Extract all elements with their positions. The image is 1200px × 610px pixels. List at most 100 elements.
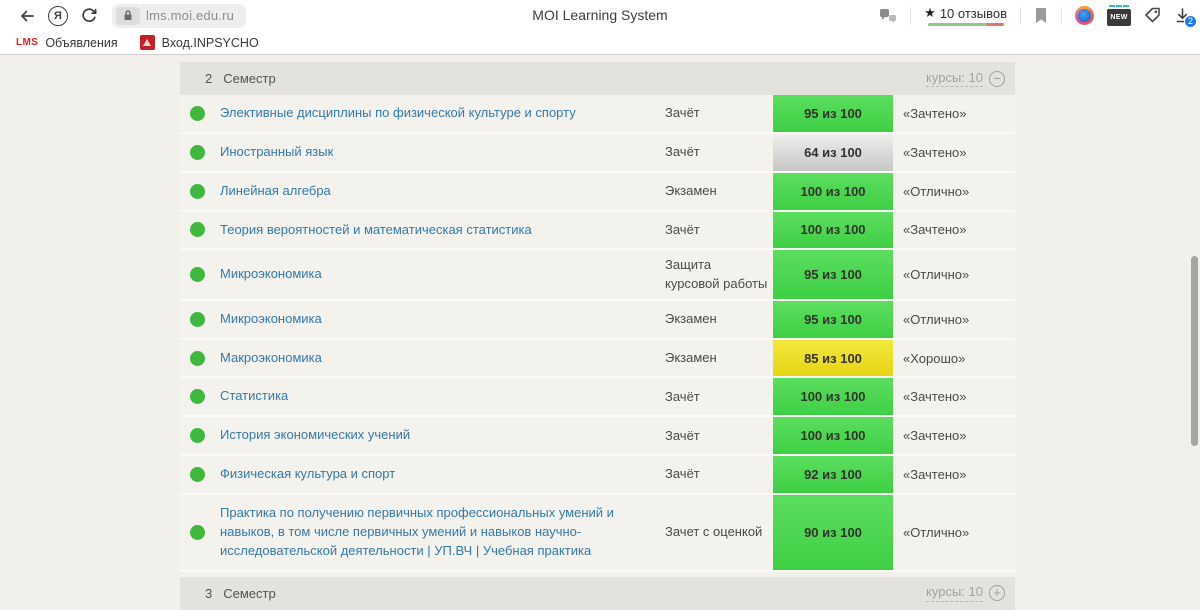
- grades-rows: Элективные дисциплины по физической куль…: [180, 95, 1015, 572]
- back-button[interactable]: [14, 3, 40, 29]
- status-dot-icon: [190, 105, 205, 121]
- status-cell: [180, 95, 220, 132]
- control-type: Зачёт: [665, 144, 700, 160]
- semester-2-courses-link[interactable]: курсы: 10: [926, 70, 983, 88]
- status-dot-icon: [190, 350, 205, 366]
- bookmark-item-inpsycho[interactable]: Вход.INPSYCHO: [134, 34, 265, 51]
- star-icon: ★: [924, 5, 936, 20]
- control-type: Зачёт: [665, 221, 700, 237]
- course-row: История экономических учений Зачёт 100 и…: [180, 417, 1015, 457]
- status-cell: [180, 495, 220, 570]
- grade-text: «Отлично»: [903, 183, 970, 199]
- course-name-cell: Микроэкономика: [220, 250, 665, 298]
- course-row: Статистика Зачёт 100 из 100 «Зачтено»: [180, 378, 1015, 418]
- semester-2-header: 2 Семестр курсы: 10 −: [180, 62, 1015, 95]
- page-content: 2 Семестр курсы: 10 − Элективные дисципл…: [0, 56, 1200, 610]
- grade-text: «Зачтено»: [903, 428, 967, 444]
- course-link[interactable]: Статистика: [220, 388, 289, 404]
- score-cell: 100 из 100: [773, 172, 893, 210]
- status-cell: [180, 378, 220, 415]
- expand-plus-icon[interactable]: +: [989, 585, 1005, 601]
- course-name-cell: Элективные дисциплины по физической куль…: [220, 95, 665, 132]
- score-cell: 100 из 100: [773, 211, 893, 249]
- course-row: Физическая культура и спорт Зачёт 92 из …: [180, 456, 1015, 495]
- reviews-count-label: 10 отзывов: [939, 5, 1007, 21]
- course-row: Иностранный язык Зачёт 64 из 100 «Зачтен…: [180, 133, 1015, 173]
- score-cell: 95 из 100: [773, 95, 893, 132]
- new-badge-label: NEW: [1110, 13, 1128, 21]
- back-arrow-icon: [18, 7, 36, 25]
- vertical-scrollbar-thumb[interactable]: [1191, 256, 1198, 446]
- course-name-cell: Микроэкономика: [220, 301, 665, 338]
- course-link[interactable]: Микроэкономика: [220, 266, 322, 282]
- grades-table: 2 Семестр курсы: 10 − Элективные дисципл…: [180, 62, 1015, 610]
- control-type: Экзамен: [665, 183, 717, 199]
- extension-new-icon[interactable]: NEW: [1107, 4, 1131, 26]
- status-cell: [180, 456, 220, 493]
- extension-browser-icon[interactable]: [1075, 6, 1094, 25]
- status-dot-icon: [190, 222, 205, 238]
- course-link[interactable]: Микроэкономика: [220, 310, 322, 326]
- collapse-minus-icon[interactable]: −: [989, 70, 1005, 87]
- course-link[interactable]: Теория вероятностей и математическая ста…: [220, 221, 532, 237]
- reviews-widget[interactable]: ★ 10 отзывов: [924, 5, 1007, 26]
- control-type: Защита курсовой работы: [665, 257, 768, 291]
- status-cell: [180, 340, 220, 377]
- grade-text: «Отлично»: [903, 524, 970, 540]
- status-cell: [180, 134, 220, 171]
- course-name-cell: Теория вероятностей и математическая ста…: [220, 212, 665, 249]
- course-row: Микроэкономика Защита курсовой работы 95…: [180, 250, 1015, 301]
- semester-3-courses-link[interactable]: курсы: 10: [926, 584, 983, 602]
- status-dot-icon: [190, 183, 205, 199]
- grade-text: «Зачтено»: [903, 144, 967, 160]
- separator: [1061, 6, 1062, 25]
- status-cell: [180, 212, 220, 249]
- control-type: Экзамен: [665, 311, 717, 327]
- status-dot-icon: [190, 311, 205, 327]
- grade-text: «Зачтено»: [903, 105, 967, 121]
- course-row: Линейная алгебра Экзамен 100 из 100 «Отл…: [180, 172, 1015, 212]
- control-type: Зачёт: [665, 388, 700, 404]
- control-type: Зачёт: [665, 466, 700, 482]
- control-type: Зачет с оценкой: [665, 524, 763, 540]
- lms-favicon: LMS: [16, 37, 39, 48]
- control-type: Экзамен: [665, 349, 717, 365]
- course-link[interactable]: Линейная алгебра: [220, 182, 331, 198]
- status-cell: [180, 250, 220, 298]
- protect-icon[interactable]: [879, 8, 897, 24]
- yandex-browser-icon[interactable]: Я: [48, 5, 68, 26]
- semester-number: 2: [205, 71, 213, 86]
- grade-text: «Отлично»: [903, 267, 970, 283]
- refresh-icon: [81, 7, 98, 24]
- bookmark-label: Объявления: [45, 35, 118, 50]
- separator: [1020, 6, 1021, 25]
- status-dot-icon: [190, 267, 205, 283]
- bookmark-item-announcements[interactable]: LMS Объявления: [10, 35, 124, 51]
- inpsycho-favicon: [139, 35, 155, 50]
- course-name-cell: Иностранный язык: [220, 134, 665, 171]
- course-name-cell: Линейная алгебра: [220, 173, 665, 210]
- grade-text: «Хорошо»: [903, 350, 966, 366]
- page-title: MOI Learning System: [532, 7, 668, 23]
- course-link[interactable]: Иностранный язык: [220, 143, 334, 159]
- status-cell: [180, 301, 220, 338]
- tag-extension-icon[interactable]: [1144, 7, 1162, 24]
- course-link[interactable]: Макроэкономика: [220, 349, 322, 365]
- course-link[interactable]: Физическая культура и спорт: [220, 466, 396, 482]
- bookmark-icon[interactable]: [1034, 7, 1048, 24]
- score-cell: 64 из 100: [773, 133, 893, 171]
- url-text: lms.moi.edu.ru: [146, 8, 235, 23]
- address-bar[interactable]: lms.moi.edu.ru: [112, 3, 247, 28]
- grade-text: «Зачтено»: [903, 222, 967, 238]
- course-row: Макроэкономика Экзамен 85 из 100 «Хорошо…: [180, 339, 1015, 379]
- refresh-button[interactable]: [76, 3, 102, 29]
- downloads-button[interactable]: 2: [1175, 7, 1197, 28]
- course-link[interactable]: Элективные дисциплины по физической куль…: [220, 105, 576, 120]
- status-dot-icon: [190, 467, 205, 483]
- downloads-count-badge: 2: [1184, 14, 1197, 28]
- status-cell: [180, 417, 220, 454]
- course-link[interactable]: Практика по получению первичных професси…: [220, 504, 614, 558]
- course-link[interactable]: История экономических учений: [220, 427, 411, 443]
- bookmarks-bar: LMS Объявления Вход.INPSYCHO: [0, 31, 1200, 54]
- lock-icon: [116, 6, 140, 25]
